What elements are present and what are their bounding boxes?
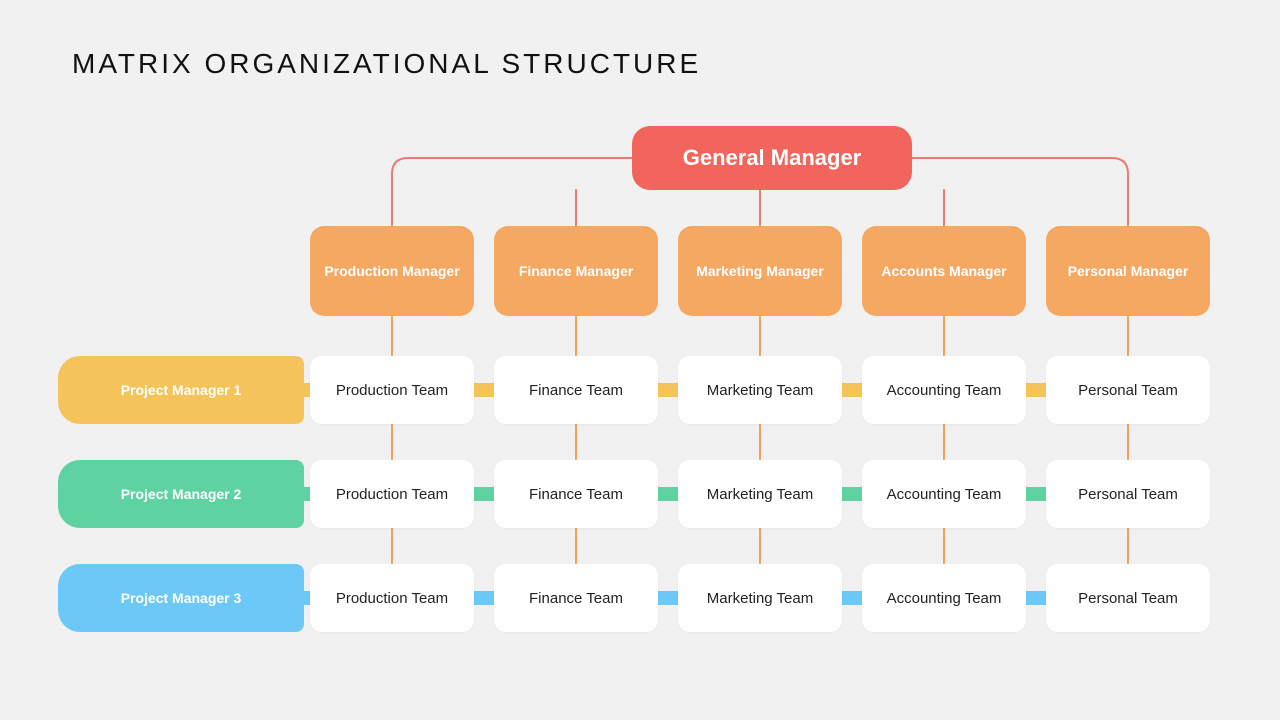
team-cell: Accounting Team — [862, 564, 1026, 632]
team-cell: Personal Team — [1046, 356, 1210, 424]
team-cell: Accounting Team — [862, 460, 1026, 528]
team-cell: Finance Team — [494, 356, 658, 424]
functional-manager-node: Accounts Manager — [862, 226, 1026, 316]
team-cell: Production Team — [310, 356, 474, 424]
team-cell: Finance Team — [494, 460, 658, 528]
functional-manager-node: Marketing Manager — [678, 226, 842, 316]
functional-manager-node: Production Manager — [310, 226, 474, 316]
project-manager-node: Project Manager 2 — [58, 460, 304, 528]
team-cell: Production Team — [310, 460, 474, 528]
team-cell: Marketing Team — [678, 564, 842, 632]
page-title: MATRIX ORGANIZATIONAL STRUCTURE — [72, 48, 701, 80]
team-cell: Production Team — [310, 564, 474, 632]
project-manager-node: Project Manager 1 — [58, 356, 304, 424]
functional-manager-node: Finance Manager — [494, 226, 658, 316]
project-manager-node: Project Manager 3 — [58, 564, 304, 632]
general-manager-node: General Manager — [632, 126, 912, 190]
team-cell: Finance Team — [494, 564, 658, 632]
team-cell: Accounting Team — [862, 356, 1026, 424]
team-cell: Marketing Team — [678, 460, 842, 528]
team-cell: Marketing Team — [678, 356, 842, 424]
team-cell: Personal Team — [1046, 564, 1210, 632]
team-cell: Personal Team — [1046, 460, 1210, 528]
functional-manager-node: Personal Manager — [1046, 226, 1210, 316]
